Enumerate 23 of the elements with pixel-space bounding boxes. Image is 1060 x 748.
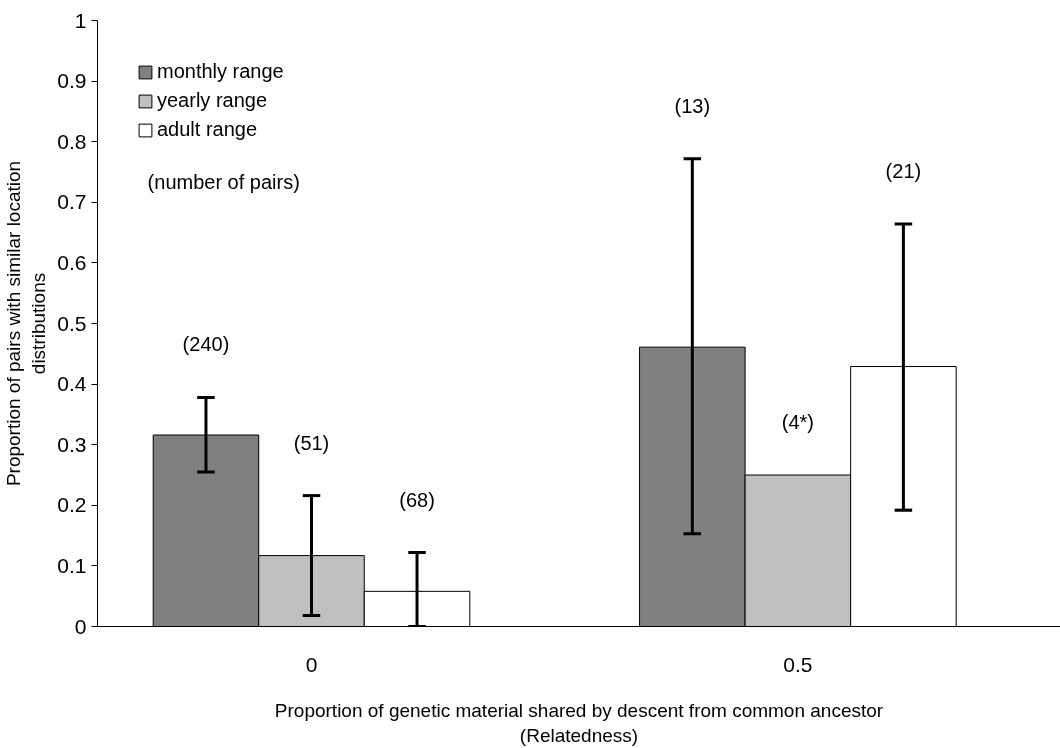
y-tick-label: 0.8 (57, 129, 87, 153)
y-axis-title: Proportion of pairs with similar location distributions (3, 160, 50, 487)
annotation: (68) (399, 488, 435, 511)
y-tick-label: 0.5 (57, 311, 87, 335)
y-tick-label: 0.1 (57, 553, 87, 577)
annotation: (13) (674, 94, 711, 117)
y-tick-label: 0.3 (57, 432, 87, 456)
legend-label: monthly range (157, 60, 284, 83)
annotation: (4*) (781, 411, 814, 433)
y-tick-label: 0.6 (57, 250, 87, 274)
annotation: (number of pairs) (147, 170, 300, 193)
x-axis-title: Proportion of genetic material shared by descent from common ancestor (Relatedness) (274, 699, 884, 746)
legend-label: adult range (157, 118, 258, 141)
annotation: (21) (885, 160, 922, 183)
annotation: (51) (293, 431, 330, 454)
y-tick-label: 0.7 (57, 190, 87, 214)
y-tick-label: 1 (74, 8, 87, 32)
y-tick-label: 0.9 (57, 69, 87, 93)
legend-label: yearly range (157, 89, 268, 112)
y-tick-label: 0.4 (57, 372, 87, 396)
y-tick-label: 0.2 (57, 493, 87, 517)
y-tick-label: 0 (74, 614, 87, 638)
annotation: (240) (182, 333, 230, 356)
